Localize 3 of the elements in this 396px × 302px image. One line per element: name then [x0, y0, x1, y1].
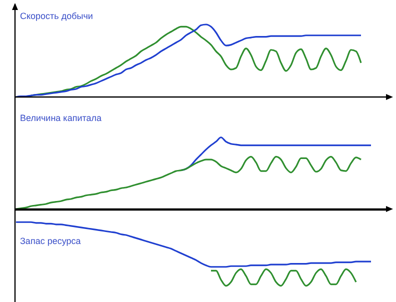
chart-title: Величина капитала — [20, 113, 102, 123]
text: Запас ресурса — [20, 236, 81, 246]
chart-title: Скорость добычи — [20, 11, 93, 21]
